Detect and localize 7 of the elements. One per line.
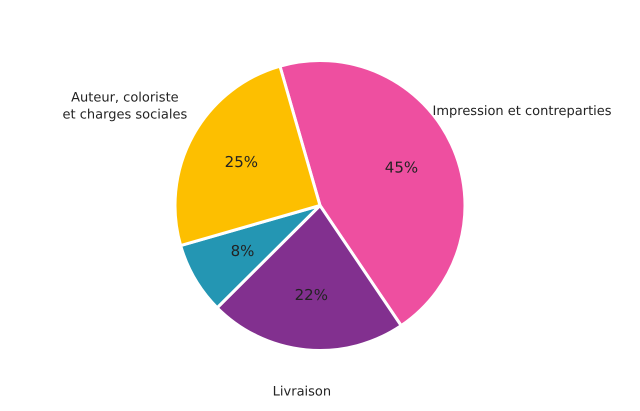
data-label: 25% (224, 152, 258, 171)
slice-label: Livraison (272, 384, 332, 400)
data-label: 8% (230, 242, 254, 260)
slice-label: Impression et contreparties (432, 104, 612, 120)
data-label: 45% (384, 158, 418, 176)
slice-label: Auteur, coloriste et charges sociales (62, 90, 188, 123)
data-label: 22% (294, 286, 328, 304)
